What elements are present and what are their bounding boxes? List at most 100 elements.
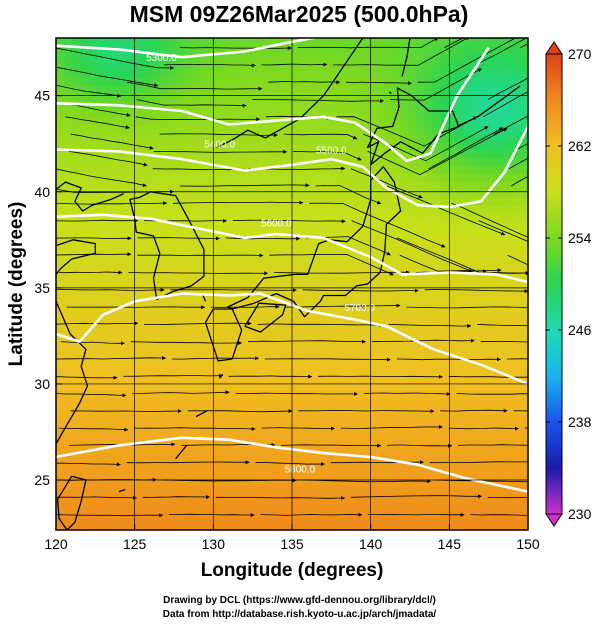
streamline-93 [179, 183, 310, 188]
streamline-42 [228, 374, 313, 379]
streamline-105 [293, 151, 362, 161]
streamline-63 [406, 306, 528, 309]
streamline-106 [367, 127, 508, 176]
streamline-95 [386, 185, 506, 236]
contour-label-3: 5600.0 [261, 218, 292, 229]
coastline-14 [389, 91, 392, 95]
streamline-15 [126, 460, 250, 465]
streamline-123 [56, 84, 122, 98]
coastline-5 [129, 191, 205, 300]
streamline-77 [507, 254, 528, 266]
streamline-6 [142, 494, 210, 499]
colorbar-top-arrow [545, 41, 563, 55]
contour-label-2: 5500.0 [316, 145, 347, 156]
streamline-119 [136, 99, 247, 108]
colorbar-gradient [545, 53, 563, 515]
contour-label-5: 5800.0 [285, 464, 316, 475]
streamline-33 [440, 408, 508, 413]
streamline-22 [387, 443, 453, 448]
streamline-80 [225, 236, 301, 241]
streamline-131 [333, 38, 470, 66]
lat-tick-30: 30 [34, 376, 50, 392]
streamline-134 [179, 46, 292, 51]
chart-title: MSM 09Z26Mar2025 (500.0hPa) [130, 1, 469, 27]
coastline-10 [175, 444, 188, 460]
streamline-85 [232, 219, 346, 224]
colorbar-tick-238: 238 [568, 414, 592, 430]
streamline-2 [260, 512, 363, 517]
streamline-50 [60, 341, 125, 346]
x-axis-label: Longitude (degrees) [201, 560, 384, 581]
lon-tick-150: 150 [516, 536, 540, 552]
coastline-3 [366, 87, 460, 166]
wind-streamlines [56, 38, 528, 518]
streamline-21 [281, 443, 382, 448]
colorbar-tick-230: 230 [568, 506, 592, 522]
streamline-45 [56, 356, 166, 361]
lon-tick-145: 145 [438, 536, 462, 552]
streamline-136 [444, 38, 464, 48]
streamline-5 [56, 495, 137, 500]
streamline-137 [520, 43, 528, 48]
streamline-116 [336, 116, 478, 147]
streamline-8 [350, 494, 482, 499]
streamline-51 [130, 340, 243, 345]
streamline-113 [65, 116, 130, 130]
contour-line-2 [56, 125, 528, 209]
streamline-79 [137, 236, 220, 241]
coastline-6 [56, 181, 124, 212]
contour-label-0: 5300.0 [146, 53, 177, 64]
coastline-15 [456, 85, 521, 127]
streamline-40 [56, 375, 118, 380]
streamline-94 [315, 185, 382, 205]
contour-line-1 [56, 46, 490, 163]
streamline-59 [477, 324, 528, 326]
streamline-44 [448, 375, 528, 378]
height-contours: 5300.0 5400.0 5500.0 5600.0 5700.0 5800.0 [56, 38, 528, 493]
streamline-66 [302, 288, 419, 293]
lat-tick-35: 35 [34, 280, 50, 296]
lon-tick-125: 125 [123, 536, 147, 552]
colorbar-bottom-arrow [545, 513, 563, 527]
streamline-57 [257, 323, 383, 328]
streamline-56 [144, 321, 252, 326]
credit-data: Data from http://database.rish.kyoto-u.a… [162, 609, 437, 620]
longitude-axis: 120 125 130 135 140 145 150 [44, 524, 540, 552]
streamline-43 [318, 374, 443, 379]
lon-tick-130: 130 [202, 536, 226, 552]
streamline-78 [56, 236, 132, 241]
streamline-65 [170, 288, 297, 293]
streamline-39 [456, 393, 528, 395]
colorbar: 270 262 254 246 238 230 [545, 41, 592, 527]
contour-label-1: 5400.0 [204, 140, 235, 151]
y-axis-label: Latitude (degrees) [6, 202, 27, 367]
streamline-73 [56, 252, 132, 257]
streamline-1 [168, 513, 255, 517]
streamline-86 [351, 220, 473, 273]
lon-tick-120: 120 [44, 536, 68, 552]
streamline-62 [285, 303, 401, 308]
streamline-60 [66, 305, 206, 310]
coastline-17 [216, 38, 364, 149]
streamline-130 [261, 62, 328, 67]
streamline-3 [368, 512, 465, 517]
streamline-124 [127, 81, 263, 91]
streamline-14 [56, 462, 121, 467]
streamline-49 [506, 358, 528, 360]
lat-tick-40: 40 [34, 184, 50, 200]
streamline-110 [283, 133, 358, 140]
streamline-82 [396, 237, 528, 275]
streamline-18 [429, 461, 528, 464]
streamline-28 [448, 426, 519, 431]
streamline-23 [458, 444, 528, 446]
streamline-67 [424, 289, 528, 294]
streamline-34 [513, 410, 528, 412]
streamline-76 [399, 254, 502, 273]
streamline-32 [298, 409, 435, 414]
streamline-128 [56, 66, 159, 88]
coastline-7 [56, 239, 96, 446]
streamline-48 [396, 357, 501, 362]
streamline-112 [494, 115, 528, 135]
streamline-117 [483, 91, 528, 118]
